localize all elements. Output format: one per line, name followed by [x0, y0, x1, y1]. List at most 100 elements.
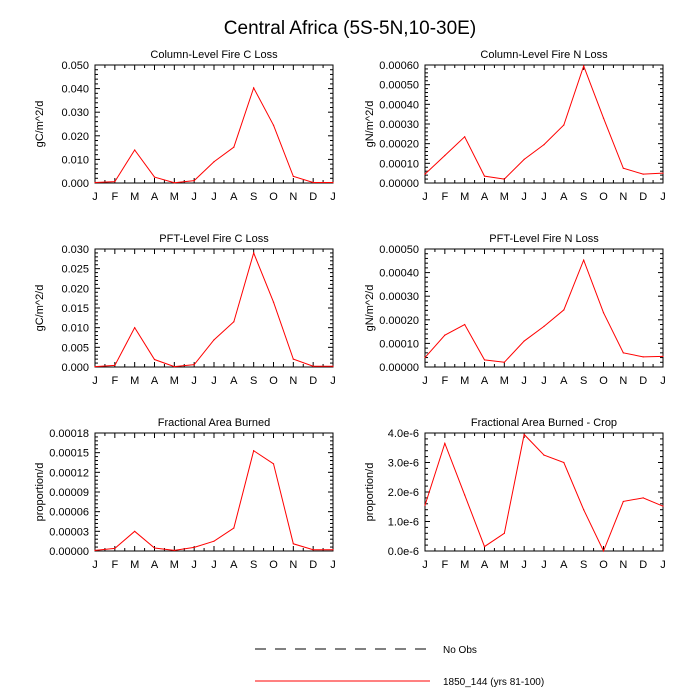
data-point — [602, 312, 605, 314]
data-point — [233, 146, 235, 148]
data-point — [173, 366, 175, 368]
data-point — [114, 547, 116, 549]
x-tick-label: N — [619, 559, 627, 571]
y-tick-label: 0.00009 — [49, 487, 89, 499]
x-tick-label: J — [541, 375, 547, 387]
plot-frame — [424, 64, 664, 184]
x-tick-label: M — [460, 191, 469, 203]
x-tick-label: J — [541, 191, 547, 203]
x-tick-label: A — [560, 191, 568, 203]
series-line — [424, 64, 664, 180]
y-tick-label: 0.010 — [61, 154, 89, 166]
x-tick-label: J — [92, 191, 98, 203]
data-point — [662, 505, 664, 507]
x-tick-label: F — [441, 375, 448, 387]
data-point — [563, 309, 565, 311]
y-tick-label: 0.00020 — [379, 139, 419, 151]
x-tick-label: A — [151, 375, 159, 387]
data-point — [193, 364, 195, 366]
data-point — [563, 461, 565, 464]
x-tick-label: A — [151, 559, 159, 571]
y-tick-label: 0.020 — [61, 283, 89, 295]
panel-title: PFT-Level Fire C Loss — [159, 233, 269, 245]
data-point — [292, 358, 294, 360]
series-line — [94, 449, 333, 551]
y-tick-label: 0.030 — [61, 107, 89, 119]
data-point — [583, 65, 585, 67]
x-tick-label: A — [560, 559, 568, 571]
x-tick-label: S — [250, 191, 257, 203]
data-point — [272, 301, 275, 303]
y-axis-label: gN/m^2/d — [364, 101, 376, 148]
x-tick-label: J — [191, 375, 197, 387]
data-point — [583, 259, 585, 261]
data-point — [332, 181, 334, 184]
x-tick-label: A — [481, 191, 489, 203]
data-point — [424, 173, 426, 175]
y-tick-label: 0.020 — [61, 131, 89, 143]
data-point — [213, 339, 215, 341]
panel-title: Fractional Area Burned — [158, 417, 271, 429]
data-point — [114, 364, 116, 367]
y-tick-label: 0.00040 — [379, 268, 419, 280]
data-point — [444, 154, 446, 157]
y-tick-label: 4.0e-6 — [388, 428, 419, 440]
legend: No Obs 1850_144 (yrs 81-100) — [255, 645, 544, 688]
x-tick-label: J — [541, 559, 547, 571]
data-point — [583, 509, 585, 511]
data-point — [312, 549, 314, 551]
data-point — [483, 545, 486, 548]
x-tick-label: J — [330, 375, 336, 387]
x-tick-label: S — [580, 191, 587, 203]
data-point — [253, 450, 255, 452]
y-tick-label: 0.050 — [61, 60, 89, 72]
y-tick-label: 0.005 — [61, 342, 89, 354]
data-point — [213, 161, 215, 163]
data-point — [523, 433, 525, 436]
y-tick-label: 0.00010 — [379, 158, 419, 170]
series-line — [94, 86, 333, 184]
data-point — [444, 442, 446, 444]
x-tick-label: D — [309, 375, 317, 387]
y-axis-label: gN/m^2/d — [364, 285, 376, 332]
data-point — [563, 124, 565, 126]
y-tick-label: 1.0e-6 — [388, 517, 419, 529]
x-tick-label: J — [422, 191, 428, 203]
x-tick-label: J — [521, 375, 527, 387]
y-tick-label: 0.00000 — [49, 546, 89, 558]
x-tick-label: F — [441, 191, 448, 203]
figure-title: Central Africa (5S-5N,10-30E) — [224, 18, 476, 39]
x-tick-label: A — [230, 375, 238, 387]
y-axis-label: gC/m^2/d — [34, 101, 46, 148]
y-tick-label: 0.030 — [61, 244, 89, 256]
x-tick-label: O — [599, 559, 608, 571]
x-tick-label: J — [92, 375, 98, 387]
x-tick-label: F — [111, 559, 118, 571]
x-tick-label: M — [130, 559, 139, 571]
plot-frame — [94, 432, 334, 552]
x-tick-label: M — [500, 559, 509, 571]
data-point — [642, 356, 644, 358]
y-tick-label: 0.00018 — [49, 428, 89, 440]
x-tick-label: M — [170, 375, 179, 387]
x-tick-label: A — [151, 191, 159, 203]
x-tick-label: O — [599, 375, 608, 387]
data-point — [444, 334, 446, 336]
data-point — [662, 355, 664, 357]
x-tick-label: M — [130, 375, 139, 387]
x-tick-label: O — [269, 191, 278, 203]
x-tick-label: J — [422, 375, 428, 387]
x-tick-label: J — [330, 559, 336, 571]
data-point — [193, 546, 195, 548]
y-tick-label: 0.00012 — [49, 467, 89, 479]
data-point — [94, 181, 96, 184]
x-tick-label: O — [269, 559, 278, 571]
data-point — [523, 340, 525, 342]
x-tick-label: J — [191, 191, 197, 203]
data-point — [662, 172, 664, 174]
